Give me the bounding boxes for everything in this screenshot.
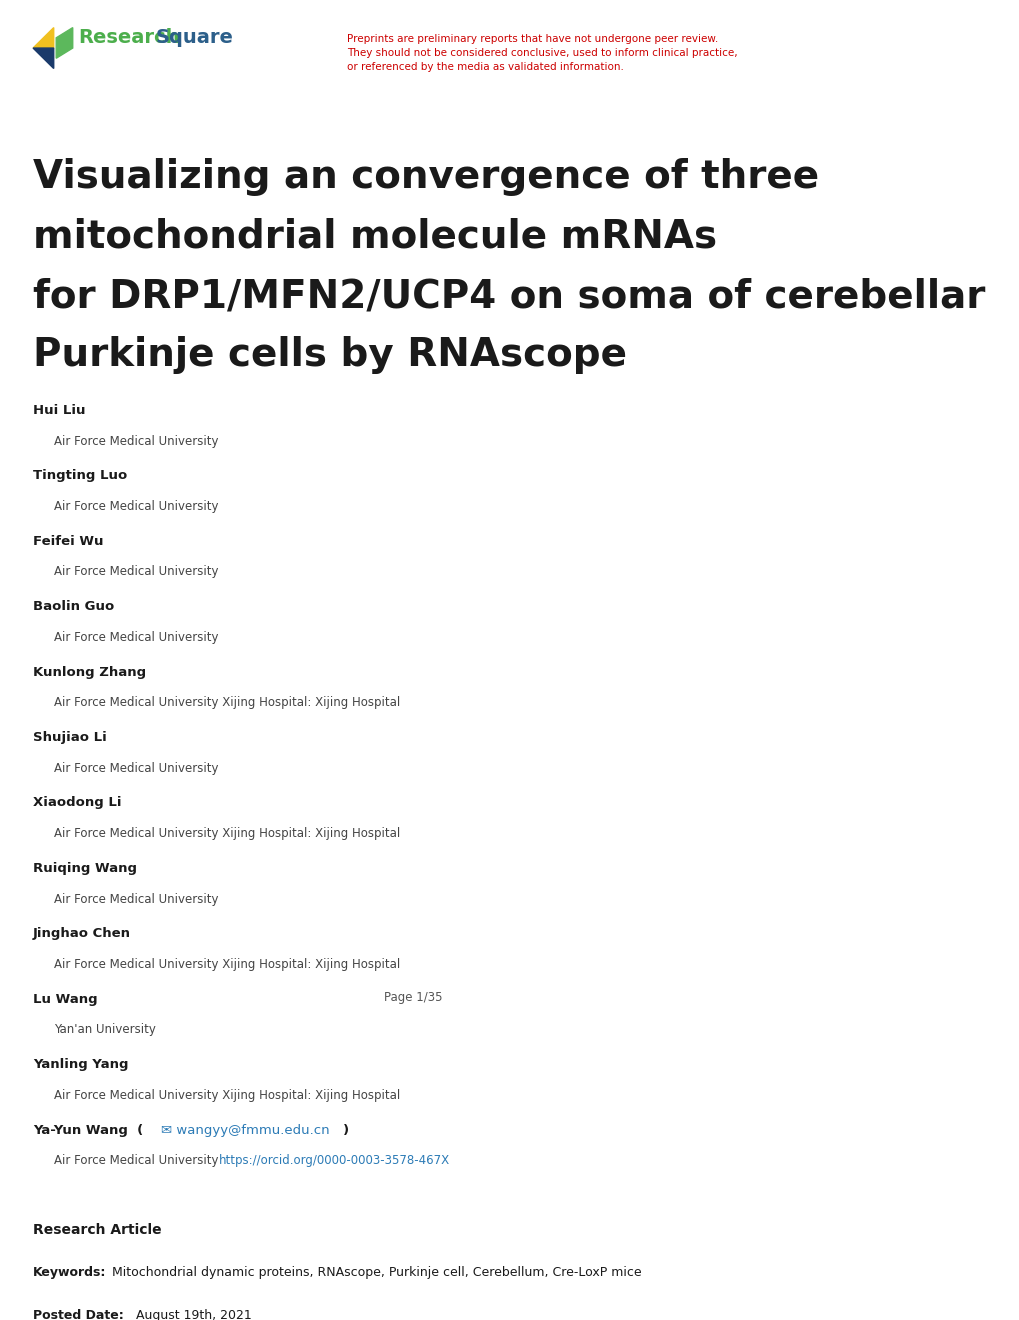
Text: Shujiao Li: Shujiao Li [33,731,107,744]
Text: Air Force Medical University Xijing Hospital: Xijing Hospital: Air Force Medical University Xijing Hosp… [54,696,399,709]
Text: Air Force Medical University Xijing Hospital: Xijing Hospital: Air Force Medical University Xijing Hosp… [54,958,399,972]
Text: Air Force Medical University: Air Force Medical University [54,631,218,644]
Text: https://orcid.org/0000-0003-3578-467X: https://orcid.org/0000-0003-3578-467X [219,1154,449,1167]
Text: Research Article: Research Article [33,1222,162,1237]
Text: Jinghao Chen: Jinghao Chen [33,928,130,940]
Text: Visualizing an convergence of three: Visualizing an convergence of three [33,158,818,197]
Text: for DRP1/MFN2/UCP4 on soma of cerebellar: for DRP1/MFN2/UCP4 on soma of cerebellar [33,277,984,315]
Text: Hui Liu: Hui Liu [33,404,86,417]
Text: Feifei Wu: Feifei Wu [33,535,104,548]
Text: Keywords:: Keywords: [33,1266,106,1279]
Text: Air Force Medical University: Air Force Medical University [54,434,218,447]
Text: mitochondrial molecule mRNAs: mitochondrial molecule mRNAs [33,218,716,256]
Text: Xiaodong Li: Xiaodong Li [33,796,121,809]
Text: Air Force Medical University Xijing Hospital: Xijing Hospital: Air Force Medical University Xijing Hosp… [54,828,399,840]
Polygon shape [56,28,72,58]
Text: ✉ wangyy@fmmu.edu.cn: ✉ wangyy@fmmu.edu.cn [161,1123,329,1137]
Text: Air Force Medical University: Air Force Medical University [54,892,218,906]
Text: August 19th, 2021: August 19th, 2021 [137,1308,252,1320]
Text: Purkinje cells by RNAscope: Purkinje cells by RNAscope [33,337,627,375]
Text: Ya-Yun Wang  (: Ya-Yun Wang ( [33,1123,144,1137]
Text: Yan'an University: Yan'an University [54,1023,156,1036]
Text: Tingting Luo: Tingting Luo [33,470,127,482]
Text: Square: Square [155,28,233,48]
Text: Air Force Medical University: Air Force Medical University [54,762,218,775]
Text: Mitochondrial dynamic proteins, RNAscope, Purkinje cell, Cerebellum, Cre-LoxP mi: Mitochondrial dynamic proteins, RNAscope… [111,1266,641,1279]
Polygon shape [33,48,54,69]
Text: Air Force Medical University Xijing Hospital: Xijing Hospital: Air Force Medical University Xijing Hosp… [54,1089,399,1102]
Text: Posted Date:: Posted Date: [33,1308,123,1320]
Text: Air Force Medical University: Air Force Medical University [54,500,218,513]
Text: Lu Wang: Lu Wang [33,993,98,1006]
Text: Page 1/35: Page 1/35 [383,991,442,1005]
Polygon shape [33,28,54,48]
Text: Ruiqing Wang: Ruiqing Wang [33,862,137,875]
Text: Kunlong Zhang: Kunlong Zhang [33,665,146,678]
Text: Research: Research [78,28,179,48]
Text: Preprints are preliminary reports that have not undergone peer review.
They shou: Preprints are preliminary reports that h… [346,34,737,71]
Text: ): ) [342,1123,348,1137]
Text: Yanling Yang: Yanling Yang [33,1059,128,1072]
Text: Baolin Guo: Baolin Guo [33,601,114,614]
Text: Air Force Medical University: Air Force Medical University [54,1154,218,1167]
Text: Air Force Medical University: Air Force Medical University [54,565,218,578]
